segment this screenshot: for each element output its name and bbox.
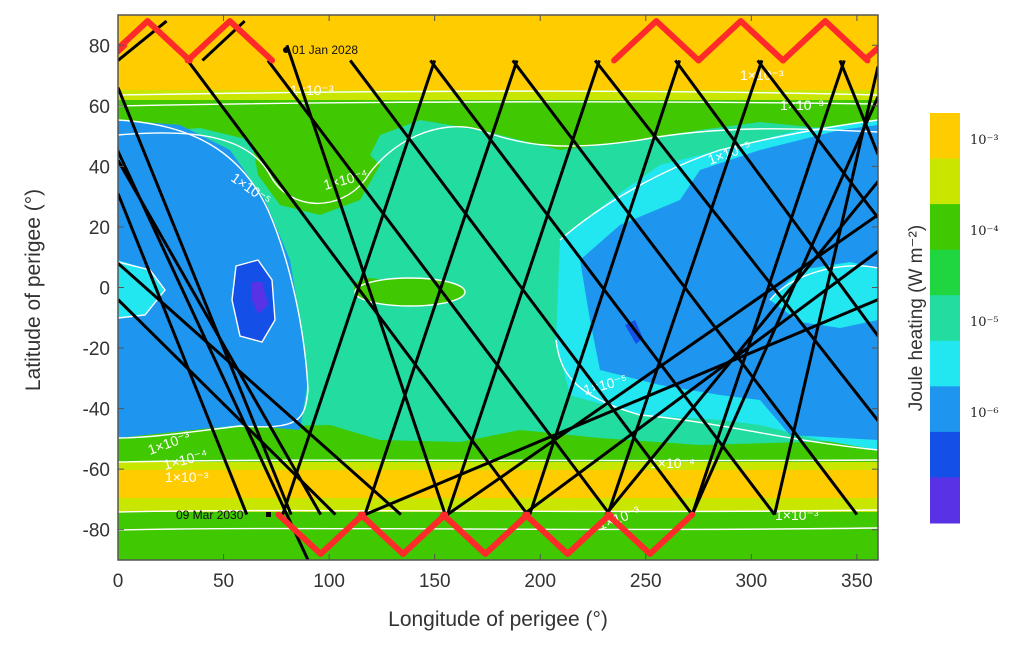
track-line — [118, 147, 310, 560]
track-line — [281, 59, 437, 516]
track-line — [606, 59, 764, 516]
colorbar-title: Joule heating (W m⁻²) — [906, 225, 927, 411]
blob-green-left — [248, 118, 380, 215]
colorbar-swatch — [930, 431, 960, 478]
track-line — [604, 180, 878, 516]
region-blue-left — [118, 120, 308, 438]
track-peak-bottom — [275, 511, 366, 557]
y-tick-label: 80 — [89, 36, 110, 57]
colorbar-swatch — [930, 158, 960, 205]
track-line — [118, 159, 322, 516]
x-tick-label: 300 — [735, 571, 767, 592]
x-tick-label: 50 — [213, 571, 234, 592]
colorbar-swatch — [930, 295, 960, 342]
track-peak-top — [611, 18, 702, 64]
y-tick-label: -20 — [83, 339, 110, 360]
track-line — [773, 66, 878, 515]
x-tick-label: 250 — [630, 571, 662, 592]
track-start-label: 01 Jan 2028 — [292, 43, 358, 57]
plot-area: 1×10⁻³ 1×10⁻³ 1×10⁻³ 1×10⁻⁴ 1×10⁻⁵ 1×10⁻… — [118, 15, 878, 560]
track-line — [118, 298, 337, 516]
x-axis-ticks: 0 50 100 150 200 250 300 350 — [113, 15, 873, 592]
track-line — [349, 59, 694, 516]
y-tick-label: 40 — [89, 157, 110, 178]
track-line — [266, 59, 612, 516]
y-tick-label: 20 — [89, 218, 110, 239]
track-end-marker — [266, 512, 271, 517]
colorbar-tick-label: 10⁻⁵ — [970, 315, 999, 330]
track-line — [593, 59, 878, 422]
contour-label: 1×10⁻³ — [775, 507, 819, 523]
track-peak-bottom — [604, 511, 696, 557]
x-tick-label: 0 — [113, 571, 124, 592]
x-tick-label: 150 — [419, 571, 451, 592]
y-tick-label: 60 — [89, 97, 110, 118]
colorbar-tick-label: 10⁻⁶ — [970, 406, 999, 421]
region-violet-left — [252, 282, 268, 314]
track-peak-top — [780, 18, 871, 64]
colorbar-swatch — [930, 204, 960, 251]
band-bottom-green-2 — [118, 512, 878, 560]
orbit-track-red-segments — [118, 18, 878, 557]
track-line — [118, 193, 249, 516]
y-tick-label: -80 — [83, 521, 110, 542]
region-darkblue-right — [625, 320, 643, 344]
track-peak-bottom — [440, 511, 531, 557]
colorbar-swatch — [930, 477, 960, 524]
colorbar-swatch — [930, 340, 960, 387]
contour-label: 1×10⁻⁴ — [650, 455, 695, 471]
track-end-label: 09 Mar 2030 — [176, 508, 244, 522]
track-line — [522, 249, 878, 516]
track-start-marker — [283, 47, 289, 53]
track-line — [118, 262, 402, 516]
track-line — [838, 59, 878, 155]
region-blue-right — [580, 125, 878, 440]
x-tick-label: 350 — [841, 571, 873, 592]
contour-label: 1×10⁻³ — [780, 97, 824, 113]
colorbar: 10⁻³ 10⁻⁴ 10⁻⁵ 10⁻⁶ — [930, 113, 999, 524]
track-peak-bottom — [357, 511, 449, 557]
colorbar-tick-label: 10⁻³ — [970, 133, 999, 148]
track-line — [446, 213, 878, 516]
x-tick-label: 100 — [313, 571, 345, 592]
colorbar-tick-label: 10⁻⁴ — [970, 224, 999, 239]
track-line — [690, 59, 846, 516]
colorbar-swatch — [930, 386, 960, 433]
track-peak-top — [118, 42, 128, 55]
colorbar-swatch — [930, 249, 960, 296]
track-line — [285, 44, 447, 516]
track-peak-bottom — [522, 511, 613, 557]
y-tick-label: -40 — [83, 400, 110, 421]
track-line — [690, 96, 878, 516]
track-line — [364, 298, 878, 516]
y-tick-label: 0 — [99, 279, 110, 300]
x-axis-title: Longitude of perigee (°) — [388, 608, 608, 631]
y-tick-label: -60 — [83, 460, 110, 481]
contour-label: 1×10⁻³ — [290, 82, 334, 98]
colorbar-swatch — [930, 113, 960, 160]
track-peak-top — [184, 18, 276, 64]
contour-label: 1×10⁻³ — [740, 67, 784, 83]
track-peak-top — [695, 18, 786, 64]
track-line — [445, 59, 601, 516]
track-peak-top — [864, 45, 878, 61]
y-axis-ticks: 80 60 40 20 0 -20 -40 -60 -80 — [83, 36, 878, 542]
x-tick-label: 200 — [524, 571, 556, 592]
contour-label: 1×10⁻³ — [165, 469, 209, 485]
track-line — [674, 59, 878, 337]
orbit-track-lines — [118, 19, 878, 560]
y-axis-title: Latitude of perigee (°) — [22, 189, 45, 391]
track-line — [363, 59, 519, 516]
